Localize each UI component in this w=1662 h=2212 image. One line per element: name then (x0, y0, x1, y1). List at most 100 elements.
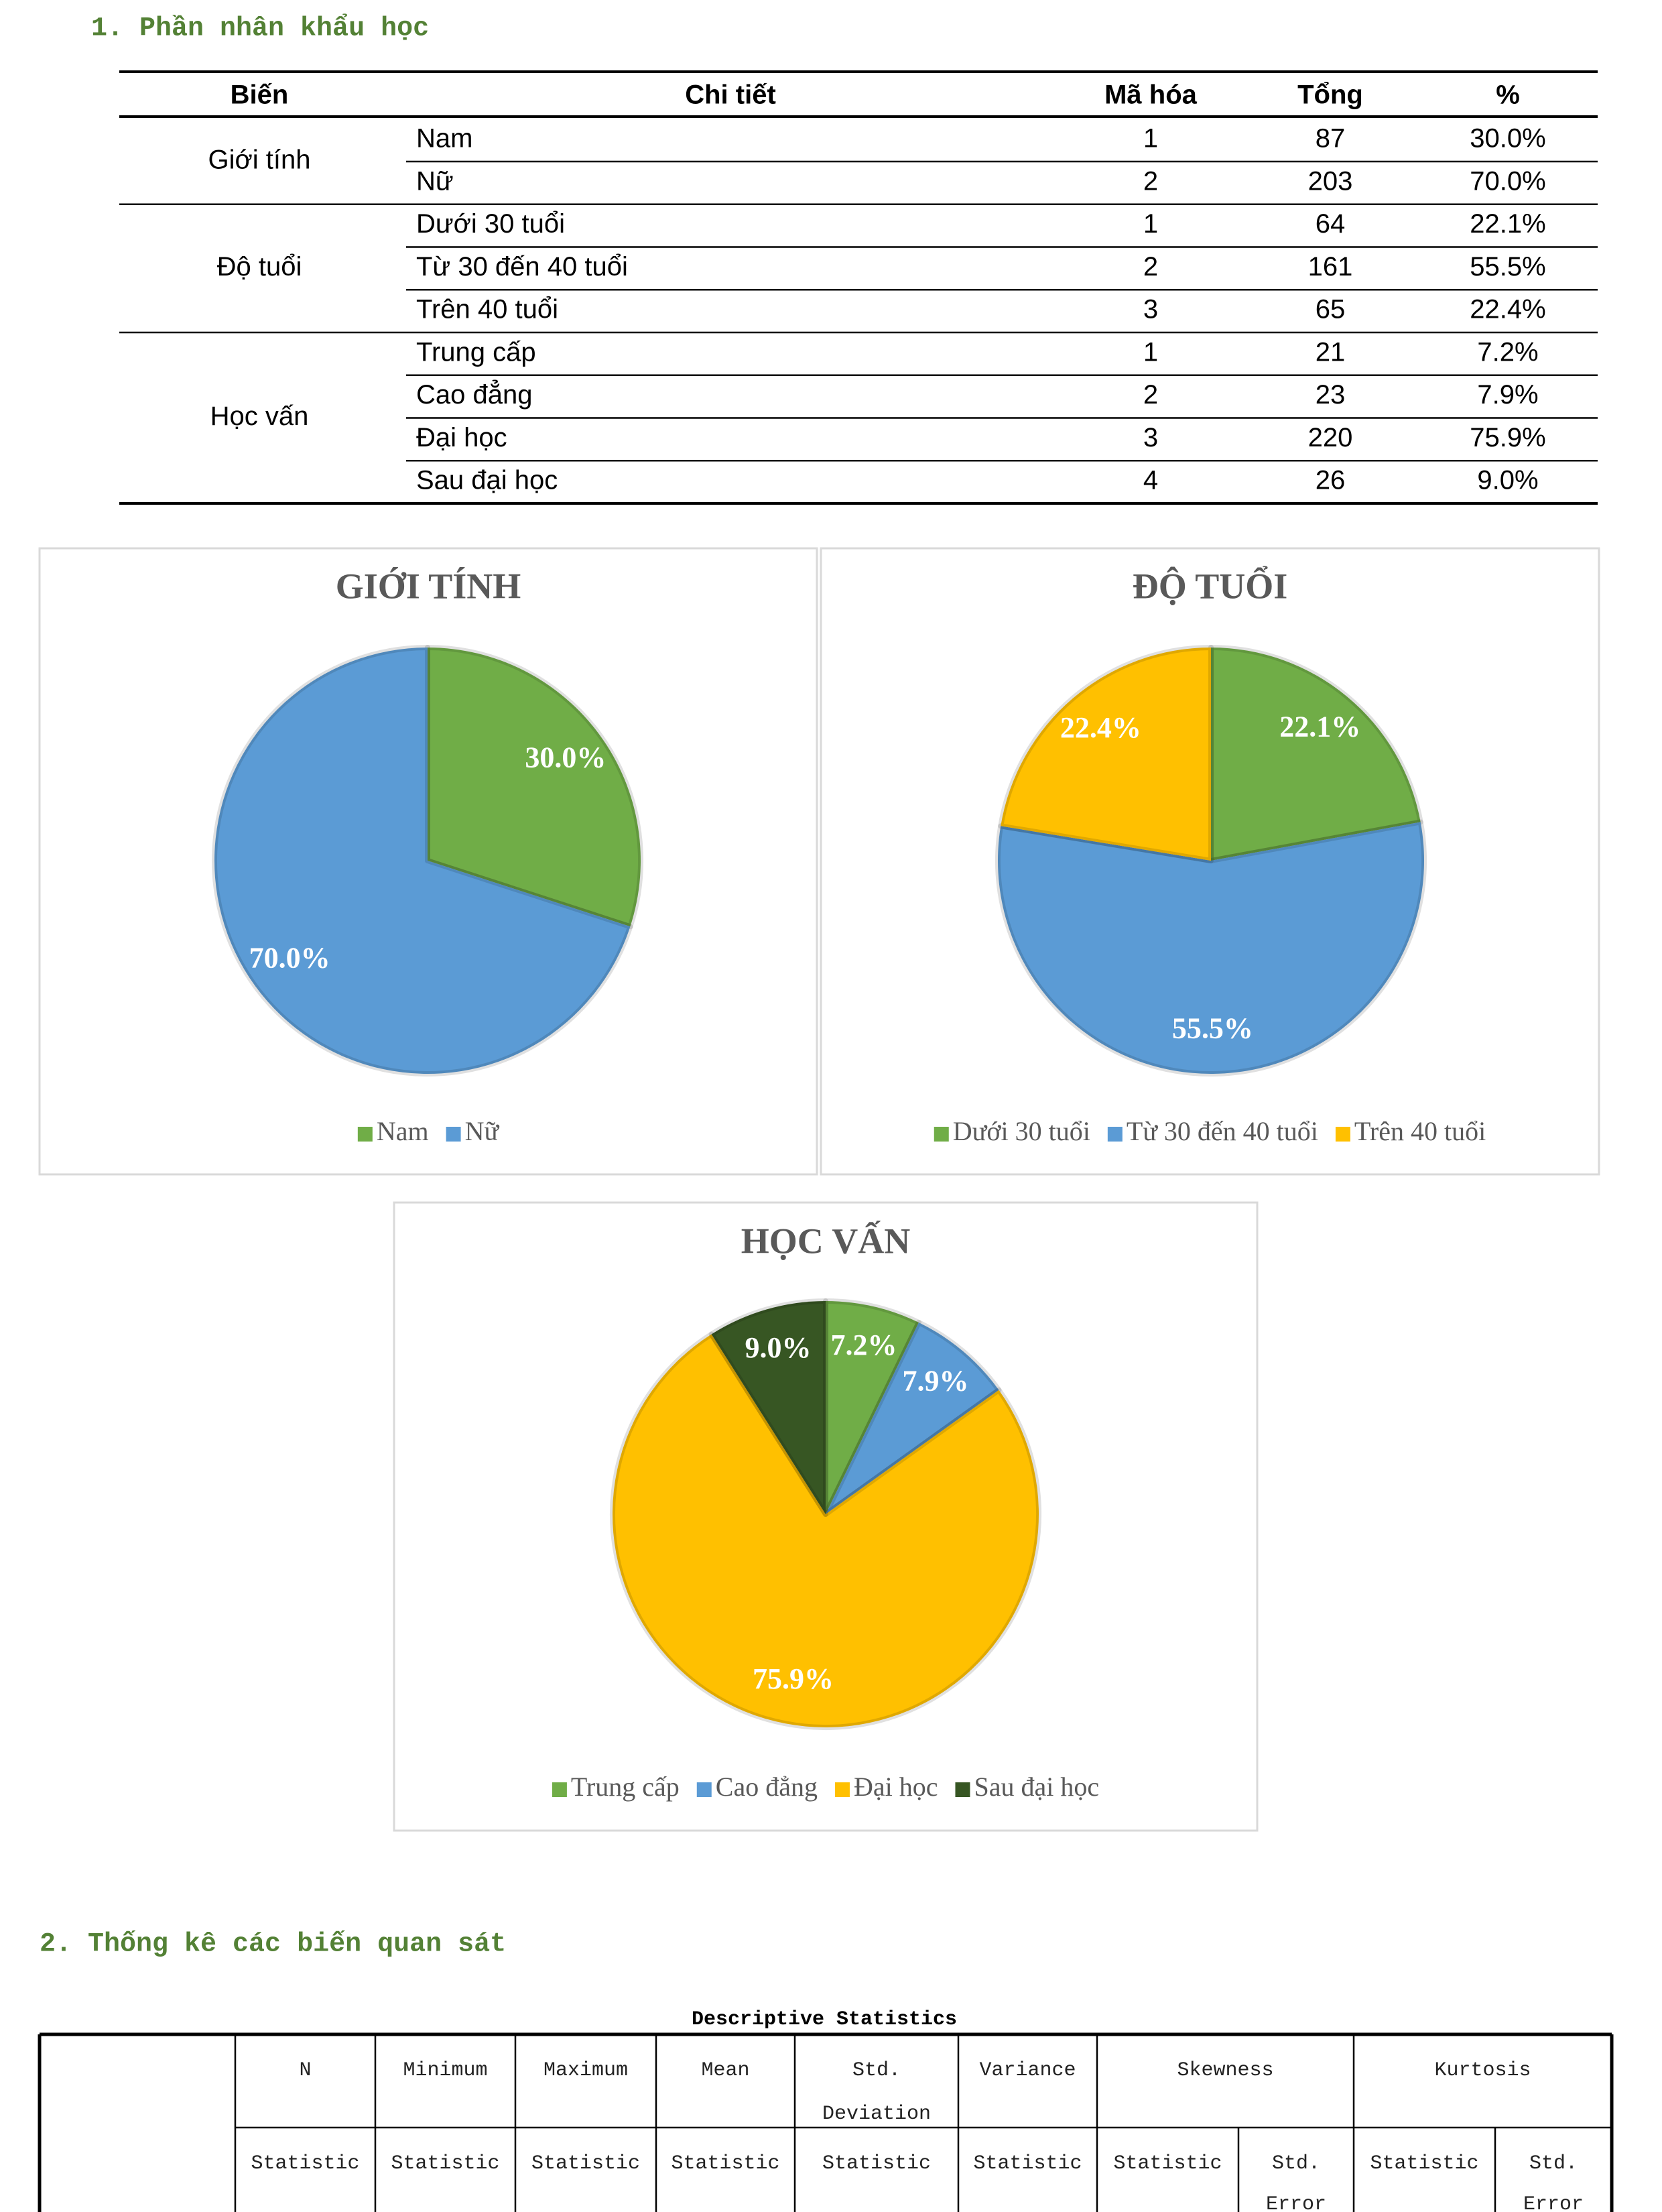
header-cell: Error (1523, 2193, 1584, 2212)
data-label: 70.0% (249, 942, 330, 975)
section-heading: 1. Phần nhân khẩu học (91, 13, 429, 44)
legend-label: Dưới 30 tuổi (953, 1116, 1090, 1146)
table-cell: 2 (1143, 380, 1158, 410)
data-label: 7.9% (903, 1365, 969, 1398)
pie-slice (425, 645, 643, 930)
table-cell: 3 (1143, 295, 1158, 324)
table-cell: 2 (1143, 252, 1158, 282)
data-label: 22.1% (1279, 711, 1360, 743)
header-cell: Statistic (1370, 2152, 1478, 2175)
table-cell: 75.9% (1470, 423, 1545, 452)
legend-label: Từ 30 đến 40 tuổi (1127, 1116, 1318, 1146)
section-heading: 2. Thống kê các biến quan sát (40, 1930, 506, 1960)
table-cell: 1 (1143, 209, 1158, 239)
table-cell: Dưới 30 tuổi (416, 209, 565, 239)
table-cell: 1 (1143, 337, 1158, 367)
header-cell: Minimum (403, 2059, 487, 2082)
header-cell: Kurtosis (1434, 2059, 1531, 2082)
table-cell: Nữ (416, 166, 454, 196)
header-cell: Error (1266, 2193, 1326, 2212)
pie-slice (995, 819, 1427, 1077)
header-cell: Statistic (391, 2152, 499, 2175)
legend-label: Đại học (854, 1772, 938, 1802)
header-cell: Statistic (973, 2152, 1082, 2175)
header-cell: Statistic (531, 2152, 640, 2175)
table-cell: Trung cấp (416, 337, 536, 367)
header-cell: N (299, 2059, 311, 2082)
legend-swatch (357, 1127, 373, 1142)
data-label: 7.2% (831, 1329, 897, 1361)
pie-slice (823, 1298, 921, 1517)
table-cell: 30.0% (1470, 124, 1545, 153)
column-header: % (1496, 80, 1520, 110)
data-label: 75.9% (753, 1662, 834, 1695)
table-cell: 161 (1308, 252, 1353, 282)
legend-swatch (696, 1782, 712, 1797)
column-header: Chi tiết (685, 80, 776, 110)
chart-title: ĐỘ TUỔI (1133, 565, 1288, 606)
data-label: 22.4% (1060, 711, 1141, 744)
variable-name: Học vấn (210, 402, 309, 431)
table-cell: 26 (1316, 466, 1346, 495)
header-cell: Mean (701, 2059, 749, 2082)
legend-swatch (834, 1782, 850, 1797)
header-cell: Maximum (544, 2059, 628, 2082)
legend-label: Trên 40 tuổi (1354, 1116, 1486, 1146)
table-cell: Trên 40 tuổi (416, 295, 558, 324)
table-cell: 220 (1308, 423, 1353, 452)
column-header: Mã hóa (1104, 80, 1198, 110)
variable-name: Độ tuổi (217, 252, 302, 282)
column-header: Biến (231, 80, 289, 110)
legend-label: Nữ (465, 1116, 500, 1146)
table-cell: 2 (1143, 166, 1158, 196)
pie-slice (998, 645, 1214, 863)
table-cell: 9.0% (1477, 466, 1538, 495)
header-cell: Std. (1529, 2152, 1578, 2175)
table-cell: 7.2% (1477, 337, 1538, 367)
pie-slice (708, 1298, 828, 1517)
legend-label: Nam (377, 1116, 429, 1146)
data-label: 55.5% (1172, 1011, 1253, 1044)
chart-title: HỌC VẤN (741, 1220, 911, 1261)
table-cell: 203 (1308, 166, 1353, 196)
pie-slice (1208, 645, 1423, 863)
table-cell: 22.1% (1470, 209, 1545, 239)
legend-swatch (1107, 1127, 1123, 1142)
header-cell: Skewness (1177, 2059, 1273, 2082)
header-cell: Std. (1272, 2152, 1320, 2175)
column-header: Tổng (1297, 80, 1363, 110)
table-cell: Sau đại học (416, 466, 558, 495)
table-cell: Đại học (416, 423, 507, 452)
table-cell: 70.0% (1470, 166, 1545, 196)
header-cell: Statistic (251, 2152, 359, 2175)
variable-name: Giới tính (208, 145, 311, 174)
table-cell: 3 (1143, 423, 1158, 452)
table-cell: 23 (1316, 380, 1346, 410)
data-label: 30.0% (525, 741, 606, 774)
legend-swatch (934, 1127, 949, 1142)
table-cell: 55.5% (1470, 252, 1545, 282)
data-label: 9.0% (745, 1331, 812, 1364)
legend-label: Sau đại học (974, 1772, 1099, 1802)
header-cell: Deviation (822, 2103, 931, 2126)
legend-swatch (552, 1782, 567, 1797)
pie-slice (212, 645, 633, 1077)
legend-swatch (1335, 1127, 1350, 1142)
legend-swatch (446, 1127, 461, 1142)
header-cell: Statistic (671, 2152, 779, 2175)
table-cell: Cao đẳng (416, 379, 532, 410)
chart-title: GIỚI TÍNH (336, 566, 521, 606)
table-cell: 1 (1143, 124, 1158, 153)
legend-label: Cao đẳng (716, 1772, 818, 1802)
table-title: Descriptive Statistics (692, 2008, 957, 2031)
header-cell: Statistic (1113, 2152, 1222, 2175)
pie-slice (610, 1331, 1041, 1730)
table-cell: 21 (1316, 337, 1346, 367)
table-cell: 65 (1316, 295, 1346, 324)
table-cell: 64 (1316, 209, 1346, 239)
legend-swatch (955, 1782, 970, 1797)
table-cell: Từ 30 đến 40 tuổi (416, 252, 628, 282)
header-cell: Statistic (822, 2152, 931, 2175)
table-cell: 7.9% (1477, 380, 1538, 410)
